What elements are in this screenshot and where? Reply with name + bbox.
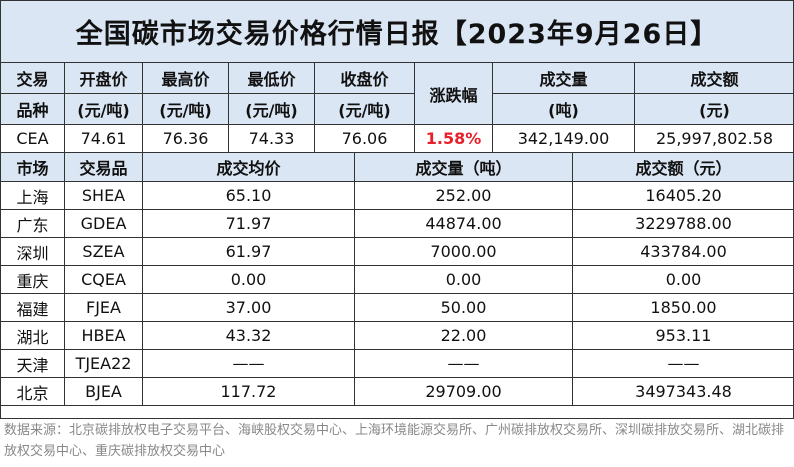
header-cell: 交易 — [0, 62, 65, 94]
header-cell: 成交额 — [634, 62, 794, 94]
avg-price-cell: 117.72 — [142, 377, 355, 406]
volume-cell: 50.00 — [354, 293, 573, 322]
header-cell: (吨) — [492, 93, 635, 125]
volume-cell: 252.00 — [354, 181, 573, 210]
table-row: 福建 FJEA 37.00 50.00 1850.00 — [0, 293, 794, 322]
product-cell: HBEA — [64, 321, 143, 350]
markets-table: 市场 交易品 成交均价 成交量（吨） 成交额（元） 上海 SHEA 65.10 252… — [0, 152, 794, 406]
product-cell: TJEA22 — [64, 349, 143, 378]
close-price-cell: 76.06 — [314, 124, 415, 153]
product-cell: BJEA — [64, 377, 143, 406]
volume-cell: 22.00 — [354, 321, 573, 350]
header-cell: (元/吨) — [228, 93, 315, 125]
market-rows: 上海 SHEA 65.10 252.00 16405.20 广东 GDEA 71.97 4487… — [0, 181, 794, 406]
table-row: 广东 GDEA 71.97 44874.00 3229788.00 — [0, 209, 794, 238]
header-cell: 最低价 — [228, 62, 315, 94]
turnover-cell: 16405.20 — [572, 181, 794, 210]
header-cell: (元/吨) — [314, 93, 415, 125]
turnover-cell: —— — [572, 349, 794, 378]
data-source-note: 数据来源：北京碳排放权电子交易平台、海峡股权交易中心、上海环境能源交易所、广州碳… — [4, 423, 785, 459]
avg-price-cell: 37.00 — [142, 293, 355, 322]
summary-header-row-2: 品种 (元/吨) (元/吨) (元/吨) (元/吨) (吨) (元) — [0, 93, 794, 125]
turnover-cell: 953.11 — [572, 321, 794, 350]
markets-header-row: 市场 交易品 成交均价 成交量（吨） 成交额（元） — [0, 152, 794, 182]
market-cell: 北京 — [0, 377, 65, 406]
market-cell: 重庆 — [0, 265, 65, 294]
summary-data-row: CEA 74.61 76.36 74.33 76.06 1.58% 342,14… — [0, 124, 794, 153]
header-cell: 成交均价 — [142, 152, 355, 182]
turnover-cell: 3229788.00 — [572, 209, 794, 238]
market-cell: 上海 — [0, 181, 65, 210]
header-cell: 成交额（元） — [572, 152, 794, 182]
volume-cell: 44874.00 — [354, 209, 573, 238]
table-row: 上海 SHEA 65.10 252.00 16405.20 — [0, 181, 794, 210]
turnover-cell: 3497343.48 — [572, 377, 794, 406]
market-cell: 福建 — [0, 293, 65, 322]
header-cell: (元/吨) — [142, 93, 229, 125]
turnover-cell: 0.00 — [572, 265, 794, 294]
volume-cell: 342,149.00 — [492, 124, 635, 153]
product-cell: SZEA — [64, 237, 143, 266]
header-cell: 成交量（吨） — [354, 152, 573, 182]
product-cell: CEA — [0, 124, 65, 153]
table-row: 天津 TJEA22 —— —— —— — [0, 349, 794, 378]
market-cell: 深圳 — [0, 237, 65, 266]
avg-price-cell: 0.00 — [142, 265, 355, 294]
avg-price-cell: 71.97 — [142, 209, 355, 238]
volume-cell: 7000.00 — [354, 237, 573, 266]
summary-header-row-1: 交易 开盘价 最高价 最低价 收盘价 涨跌幅 成交量 成交额 — [0, 62, 794, 125]
table-row: 北京 BJEA 117.72 29709.00 3497343.48 — [0, 377, 794, 406]
report-title: 全国碳市场交易价格行情日报【2023年9月26日】 — [0, 0, 794, 63]
header-cell: (元/吨) — [64, 93, 143, 125]
product-cell: FJEA — [64, 293, 143, 322]
header-cell: 成交量 — [492, 62, 635, 94]
header-cell: 开盘价 — [64, 62, 143, 94]
product-cell: SHEA — [64, 181, 143, 210]
product-cell: GDEA — [64, 209, 143, 238]
table-row: 深圳 SZEA 61.97 7000.00 433784.00 — [0, 237, 794, 266]
header-cell: 市场 — [0, 152, 65, 182]
table-row: 重庆 CQEA 0.00 0.00 0.00 — [0, 265, 794, 294]
open-price-cell: 74.61 — [64, 124, 143, 153]
header-cell-change: 涨跌幅 — [414, 62, 493, 125]
turnover-cell: 25,997,802.58 — [634, 124, 794, 153]
market-cell: 湖北 — [0, 321, 65, 350]
change-cell: 1.58% — [414, 124, 493, 153]
header-cell: 收盘价 — [314, 62, 415, 94]
summary-table: 交易 开盘价 最高价 最低价 收盘价 涨跌幅 成交量 成交额 品种 (元/吨) … — [0, 62, 794, 153]
high-price-cell: 76.36 — [142, 124, 229, 153]
header-cell: (元) — [634, 93, 794, 125]
low-price-cell: 74.33 — [228, 124, 315, 153]
volume-cell: —— — [354, 349, 573, 378]
avg-price-cell: 61.97 — [142, 237, 355, 266]
volume-cell: 0.00 — [354, 265, 573, 294]
avg-price-cell: —— — [142, 349, 355, 378]
header-cell: 最高价 — [142, 62, 229, 94]
turnover-cell: 433784.00 — [572, 237, 794, 266]
header-cell: 品种 — [0, 93, 65, 125]
table-row: 湖北 HBEA 43.32 22.00 953.11 — [0, 321, 794, 350]
market-cell: 广东 — [0, 209, 65, 238]
avg-price-cell: 43.32 — [142, 321, 355, 350]
turnover-cell: 1850.00 — [572, 293, 794, 322]
volume-cell: 29709.00 — [354, 377, 573, 406]
product-cell: CQEA — [64, 265, 143, 294]
market-cell: 天津 — [0, 349, 65, 378]
header-cell: 交易品 — [64, 152, 143, 182]
avg-price-cell: 65.10 — [142, 181, 355, 210]
